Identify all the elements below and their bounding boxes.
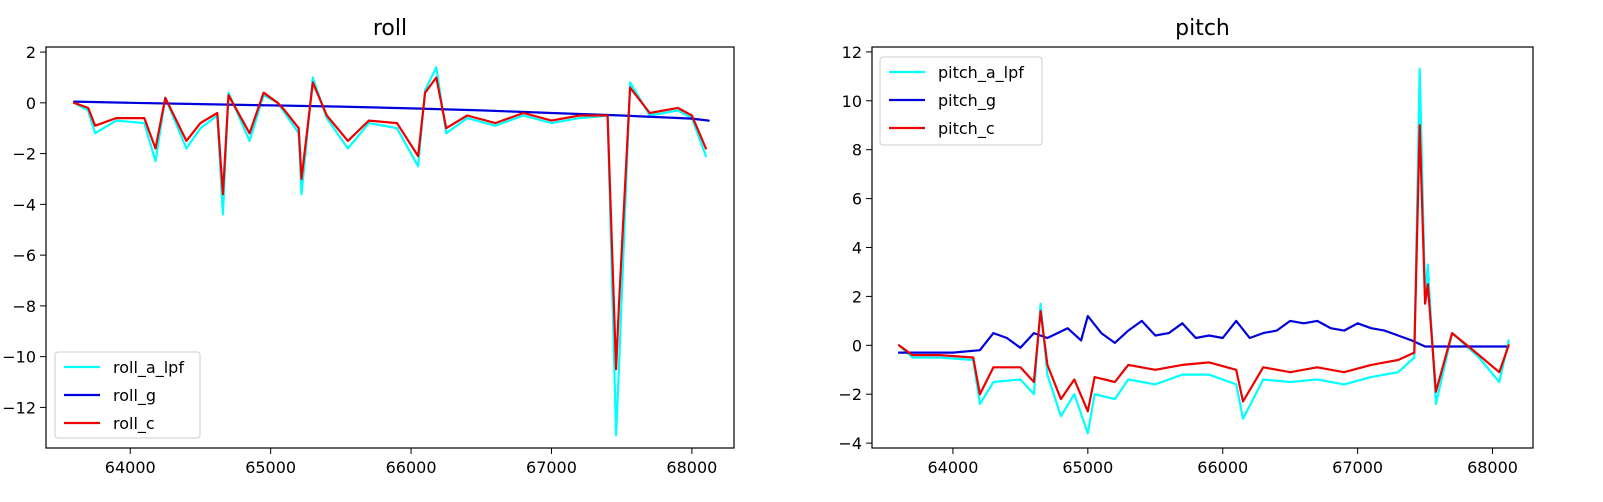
roll-y-tick-label: −8: [12, 297, 36, 316]
pitch-y-tick-label: 6: [852, 190, 862, 209]
legend-label-roll_a_lpf: roll_a_lpf: [113, 358, 184, 378]
roll-x-tick-label: 66000: [386, 458, 437, 477]
roll-y-tick-label: −4: [12, 195, 36, 214]
pitch-y-tick-label: 2: [852, 287, 862, 306]
pitch-x-tick-label: 64000: [927, 458, 978, 477]
series-line-roll_g: [72, 100, 710, 122]
roll-x-tick-label: 67000: [526, 458, 577, 477]
roll-x-tick-label: 65000: [245, 458, 296, 477]
legend-label-pitch_c: pitch_c: [938, 119, 995, 139]
pitch-y-tick-label: 0: [852, 336, 862, 355]
pitch-y-tick-label: 8: [852, 141, 862, 160]
pitch-y-tick-label: 10: [842, 92, 862, 111]
roll-x-tick-label: 68000: [666, 458, 717, 477]
legend-label-roll_g: roll_g: [113, 386, 156, 406]
roll-title: roll: [373, 16, 407, 41]
pitch-chart: pitch 64000 65000 66000 67000 68000 12 10 8 6 4 2 0 −…: [838, 16, 1534, 477]
roll-legend: roll_a_lpf roll_g roll_c: [54, 351, 201, 439]
roll-chart: roll 64000 65000 66000 67000 68000 2 0 −2 −4 −6 −8 −…: [2, 16, 735, 477]
roll-y-tick-label: −2: [12, 145, 36, 164]
pitch-title: pitch: [1175, 16, 1230, 41]
roll-y-tick-label: −10: [2, 348, 36, 367]
pitch-legend-box: [879, 56, 1043, 146]
pitch-x-tick-label: 65000: [1062, 458, 1113, 477]
series-line-pitch_c: [897, 124, 1510, 413]
pitch-y-tick-label: −2: [838, 385, 862, 404]
roll-axes-frame: [45, 46, 735, 449]
pitch-x-tick-label: 68000: [1467, 458, 1518, 477]
pitch-y-tick-label: 12: [842, 43, 862, 62]
pitch-x-tick-label: 66000: [1197, 458, 1248, 477]
roll-y-tick-label: −6: [12, 246, 36, 265]
roll-legend-box: [54, 351, 201, 439]
roll-x-tick-label: 64000: [105, 458, 156, 477]
pitch-x-tick-label: 67000: [1332, 458, 1383, 477]
pitch-y-tick-label: −4: [838, 434, 862, 453]
roll-y-tick-label: 2: [26, 43, 36, 62]
roll-y-tick-label: −12: [2, 398, 36, 417]
pitch-legend: pitch_a_lpf pitch_g pitch_c: [879, 56, 1043, 146]
series-line-pitch_g: [897, 314, 1508, 354]
legend-label-pitch_a_lpf: pitch_a_lpf: [938, 63, 1024, 83]
roll-y-tick-label: 0: [26, 94, 36, 113]
legend-label-roll_c: roll_c: [113, 414, 155, 434]
series-line-roll_c: [72, 76, 708, 371]
pitch-y-tick-label: 4: [852, 239, 862, 258]
series-line-roll_a_lpf: [72, 66, 708, 437]
legend-label-pitch_g: pitch_g: [938, 91, 996, 111]
